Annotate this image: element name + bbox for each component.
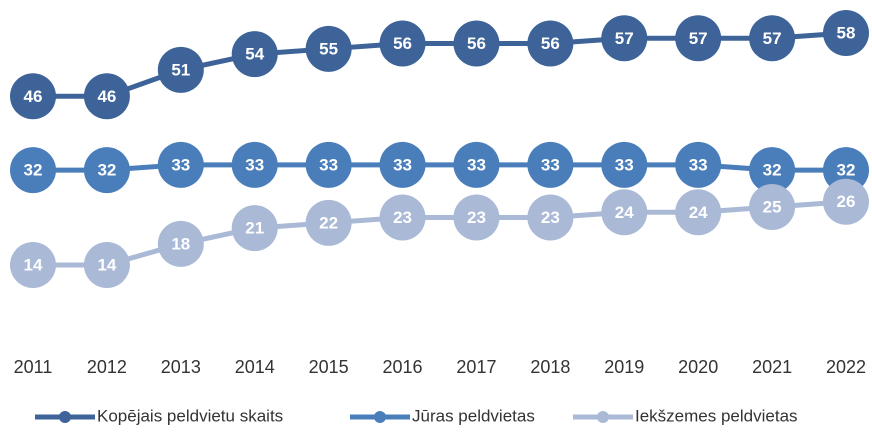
series-line xyxy=(33,162,846,173)
data-point xyxy=(823,147,869,194)
x-tick-label: 2012 xyxy=(87,357,127,377)
data-label: 46 xyxy=(24,87,43,106)
data-label: 32 xyxy=(24,161,43,180)
data-point xyxy=(823,178,869,225)
data-label: 33 xyxy=(319,155,338,174)
data-label: 33 xyxy=(393,155,412,174)
data-point xyxy=(749,184,796,230)
data-label: 32 xyxy=(97,161,116,180)
legend-label: Jūras peldvietas xyxy=(412,406,535,425)
x-tick-label: 2018 xyxy=(530,357,570,377)
data-label: 56 xyxy=(541,34,560,53)
data-point xyxy=(83,147,130,194)
data-label: 57 xyxy=(615,29,634,48)
x-tick-label: 2019 xyxy=(604,357,644,377)
x-tick-label: 2011 xyxy=(14,357,53,377)
data-label: 33 xyxy=(245,155,264,174)
data-label: 24 xyxy=(689,203,708,222)
data-label: 14 xyxy=(24,255,43,274)
data-label: 56 xyxy=(393,34,412,53)
data-point xyxy=(379,141,426,188)
data-label: 33 xyxy=(171,155,190,174)
legend-dot xyxy=(374,411,386,423)
data-point xyxy=(749,147,796,194)
x-tick-label: 2014 xyxy=(235,357,275,377)
data-label: 23 xyxy=(541,208,560,227)
data-label: 58 xyxy=(837,23,856,42)
data-point xyxy=(453,194,500,241)
data-label: 57 xyxy=(689,29,708,48)
data-point xyxy=(10,147,56,194)
data-label: 23 xyxy=(393,208,412,227)
x-tick-label: 2016 xyxy=(383,357,423,377)
data-point xyxy=(453,20,500,67)
data-label: 56 xyxy=(467,34,486,53)
x-tick-label: 2013 xyxy=(161,357,201,377)
data-label: 14 xyxy=(97,255,116,274)
data-point xyxy=(527,141,574,188)
data-point xyxy=(527,20,574,67)
legend-label: Kopējais peldvietu skaits xyxy=(97,406,283,425)
x-tick-label: 2021 xyxy=(752,357,792,377)
data-point xyxy=(157,220,204,267)
data-label: 57 xyxy=(763,29,782,48)
data-label: 18 xyxy=(171,234,190,253)
data-point xyxy=(10,242,56,288)
data-label: 25 xyxy=(763,197,782,216)
data-label: 22 xyxy=(319,213,338,232)
data-label: 23 xyxy=(467,208,486,227)
data-point xyxy=(157,46,204,93)
data-point xyxy=(675,189,722,236)
data-point xyxy=(675,15,722,62)
data-point xyxy=(379,20,426,67)
data-point xyxy=(231,141,278,188)
data-label: 51 xyxy=(171,60,190,79)
data-point xyxy=(305,141,352,188)
data-label: 32 xyxy=(837,161,856,180)
legend-dot xyxy=(597,411,609,423)
data-label: 24 xyxy=(615,203,634,222)
data-point xyxy=(601,141,648,188)
x-tick-label: 2020 xyxy=(678,357,718,377)
data-point xyxy=(823,10,869,56)
data-point xyxy=(601,15,648,62)
data-point xyxy=(10,73,56,120)
data-point xyxy=(83,73,130,120)
data-label: 32 xyxy=(763,161,782,180)
data-point xyxy=(231,31,278,78)
series-line xyxy=(33,30,847,99)
data-point xyxy=(305,25,352,72)
legend-label: Iekšzemes peldvietas xyxy=(635,406,798,425)
data-point xyxy=(157,141,204,188)
data-point xyxy=(527,194,574,241)
data-point xyxy=(601,189,648,236)
data-label: 54 xyxy=(245,45,264,64)
data-label: 55 xyxy=(319,39,338,58)
data-point xyxy=(83,242,130,288)
legend-dot xyxy=(59,411,71,423)
x-tick-label: 2017 xyxy=(456,357,496,377)
x-tick-label: 2022 xyxy=(826,357,866,377)
data-label: 26 xyxy=(837,192,856,211)
data-point xyxy=(305,199,352,246)
data-point xyxy=(749,15,796,62)
data-point xyxy=(453,141,500,188)
data-label: 33 xyxy=(541,155,560,174)
data-label: 21 xyxy=(245,219,264,238)
data-label: 33 xyxy=(615,155,634,174)
data-point xyxy=(231,205,278,252)
data-label: 46 xyxy=(97,87,116,106)
data-point xyxy=(675,141,722,188)
data-point xyxy=(379,194,426,241)
data-label: 33 xyxy=(467,155,486,174)
series-line xyxy=(33,199,847,268)
data-label: 33 xyxy=(689,155,708,174)
x-tick-label: 2015 xyxy=(309,357,349,377)
